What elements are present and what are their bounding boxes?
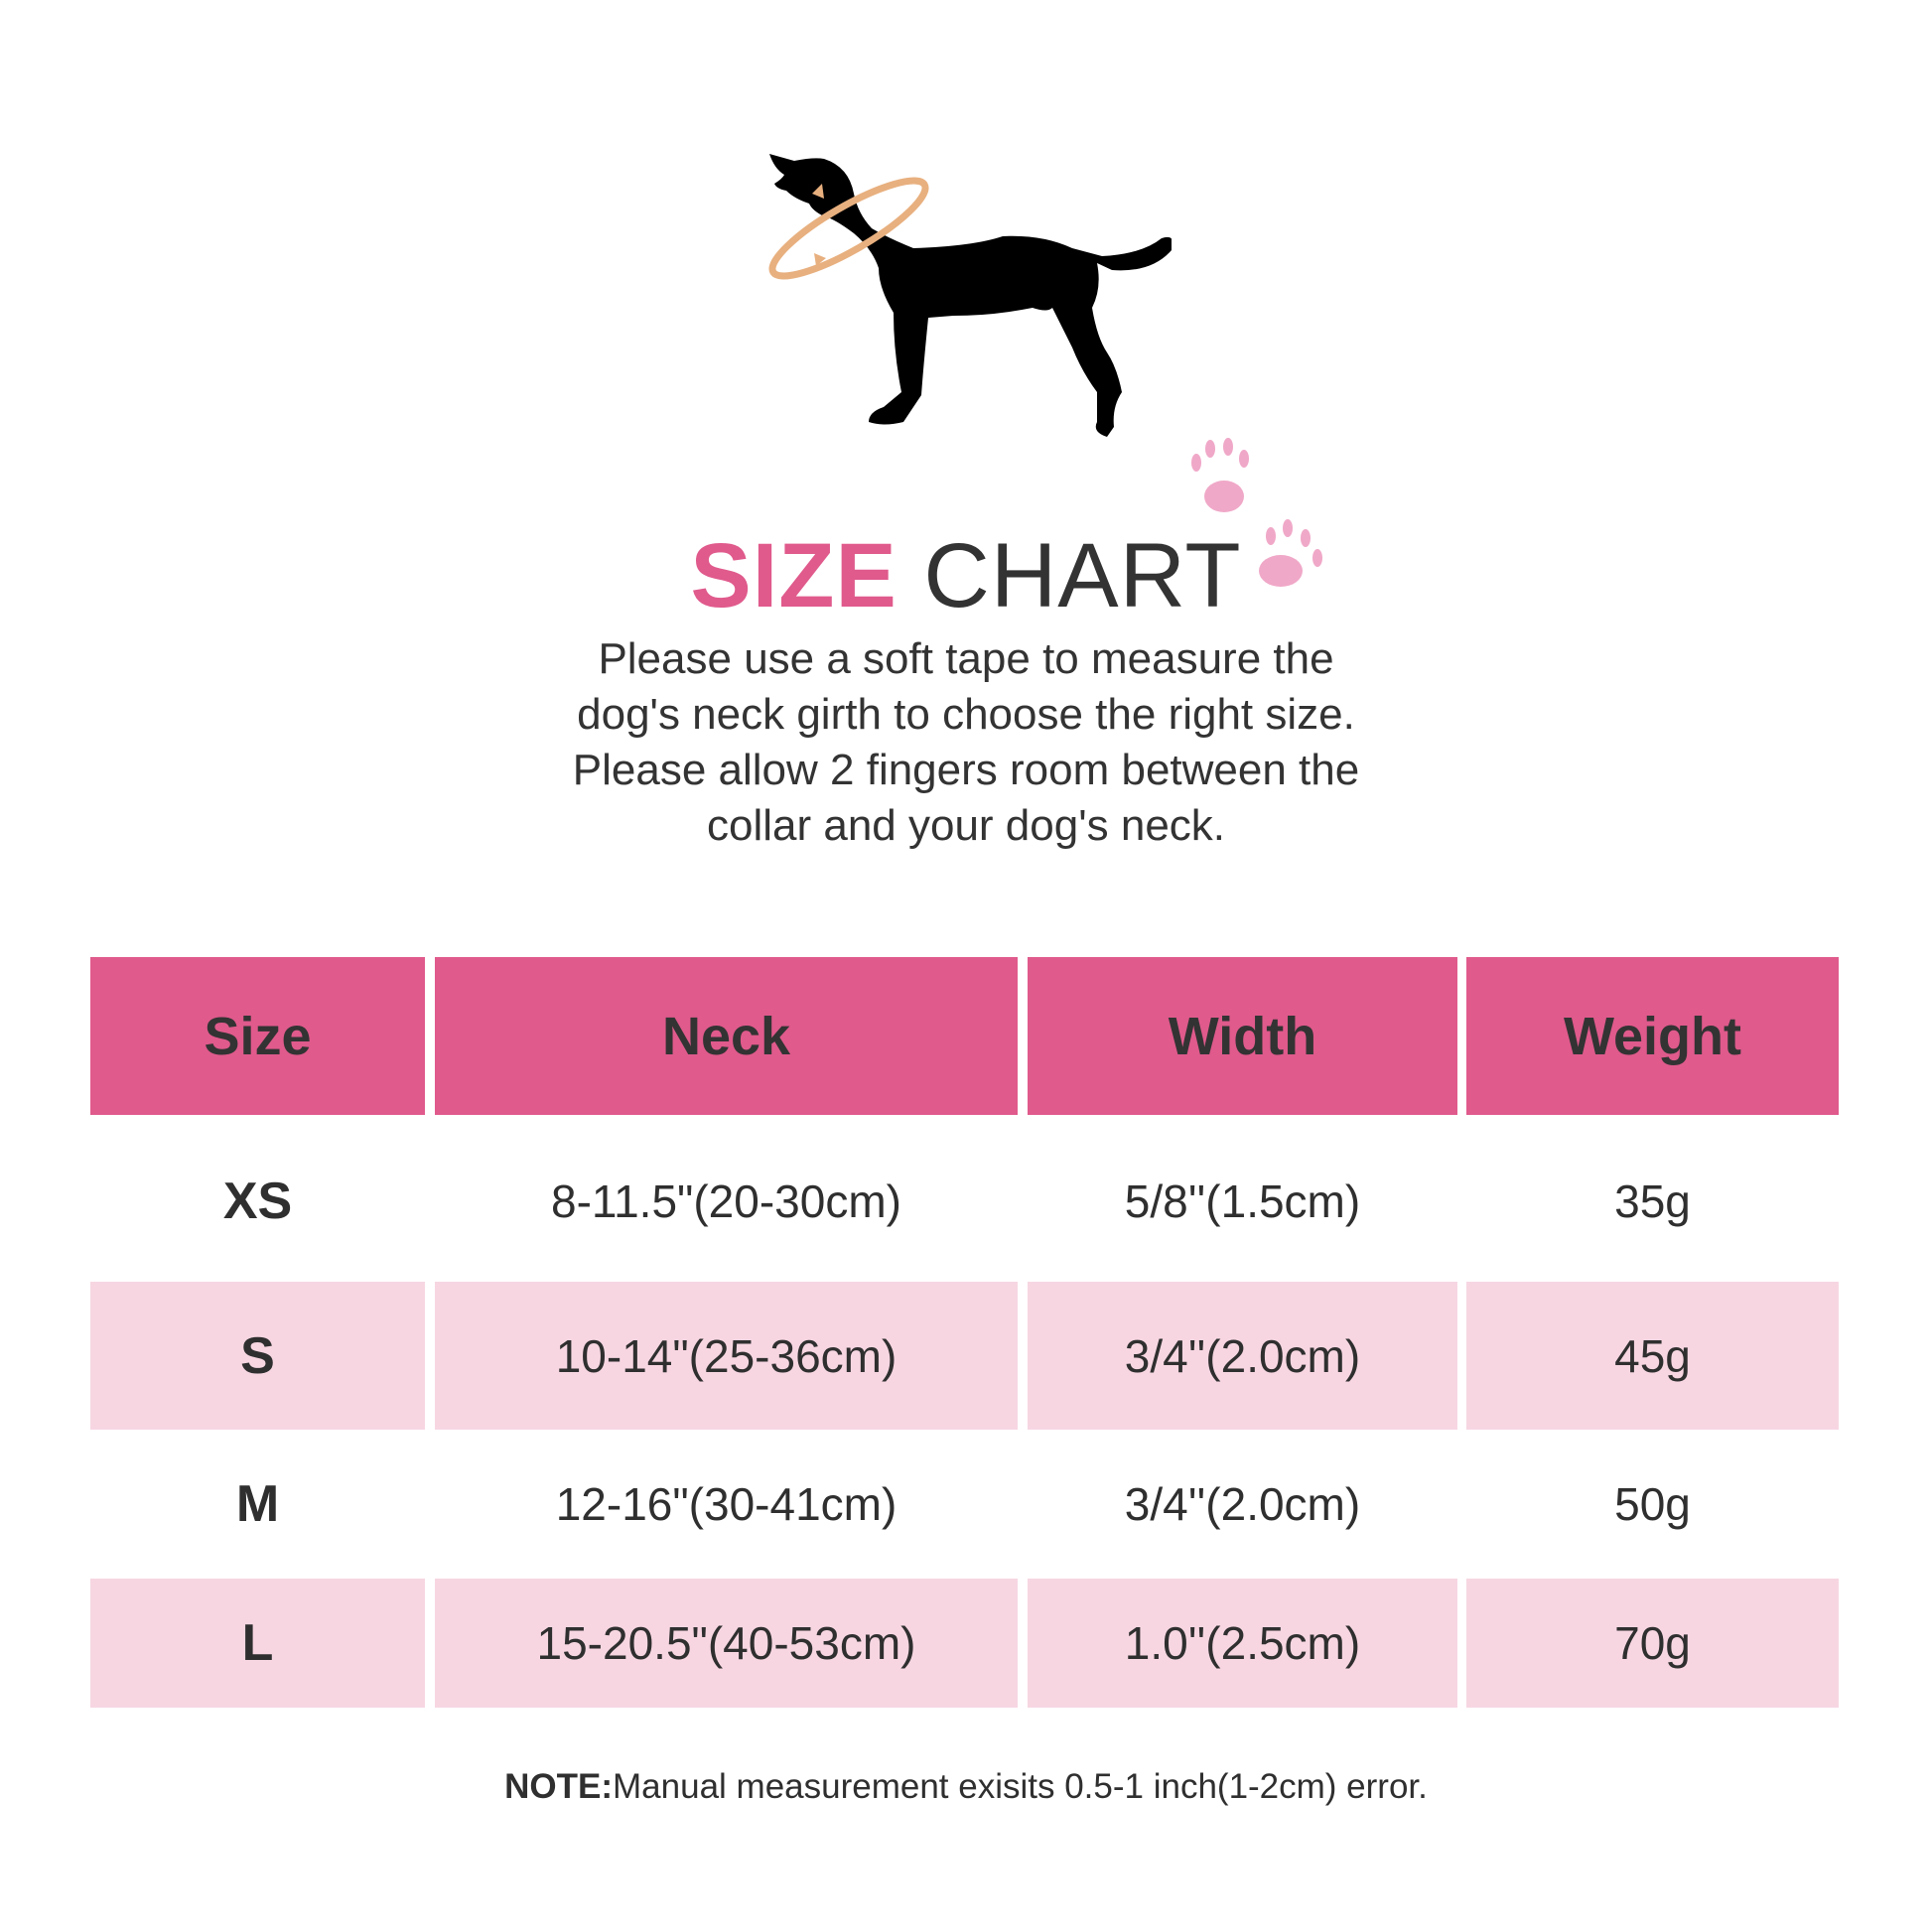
header-neck: Neck xyxy=(435,957,1018,1115)
header-weight: Weight xyxy=(1466,957,1839,1115)
width-cell: 3/4''(2.0cm) xyxy=(1124,1478,1361,1530)
instructions: Please use a soft tape to measure the do… xyxy=(0,631,1932,854)
neck-cell: 10-14"(25-36cm) xyxy=(435,1282,1018,1430)
weight-cell: 45g xyxy=(1466,1282,1839,1430)
size-cell: S xyxy=(90,1282,425,1430)
weight-cell: 70g xyxy=(1466,1579,1839,1708)
measurement-note: NOTE:Manual measurement exisits 0.5-1 in… xyxy=(0,1767,1932,1807)
size-cell: L xyxy=(90,1579,425,1708)
width-cell: 5/8''(1.5cm) xyxy=(1124,1175,1361,1227)
instruction-line: Please use a soft tape to measure the xyxy=(598,634,1334,683)
header-size: Size xyxy=(90,957,425,1115)
instruction-line: Please allow 2 fingers room between the xyxy=(572,746,1360,794)
weight-cell: 50g xyxy=(1614,1478,1691,1530)
instruction-line: collar and your dog's neck. xyxy=(706,801,1226,850)
neck-cell: 12-16"(30-41cm) xyxy=(555,1478,897,1530)
page-title: SIZE CHART xyxy=(0,526,1932,625)
width-cell: 1.0''(2.5cm) xyxy=(1028,1579,1457,1708)
instruction-line: dog's neck girth to choose the right siz… xyxy=(577,690,1355,739)
note-label: NOTE: xyxy=(504,1767,614,1806)
header-width: Width xyxy=(1028,957,1457,1115)
title-highlight: SIZE xyxy=(690,525,897,626)
size-cell: XS xyxy=(222,1173,293,1230)
weight-cell: 35g xyxy=(1614,1175,1691,1227)
title-rest: CHART xyxy=(923,525,1242,626)
width-cell: 3/4''(2.0cm) xyxy=(1028,1282,1457,1430)
paw-print-icon xyxy=(1191,438,1322,587)
dog-silhouette-icon xyxy=(768,154,1172,437)
neck-cell: 8-11.5"(20-30cm) xyxy=(551,1175,901,1227)
neck-cell: 15-20.5"(40-53cm) xyxy=(435,1579,1018,1708)
note-text: Manual measurement exisits 0.5-1 inch(1-… xyxy=(613,1767,1428,1806)
size-cell: M xyxy=(235,1475,280,1533)
